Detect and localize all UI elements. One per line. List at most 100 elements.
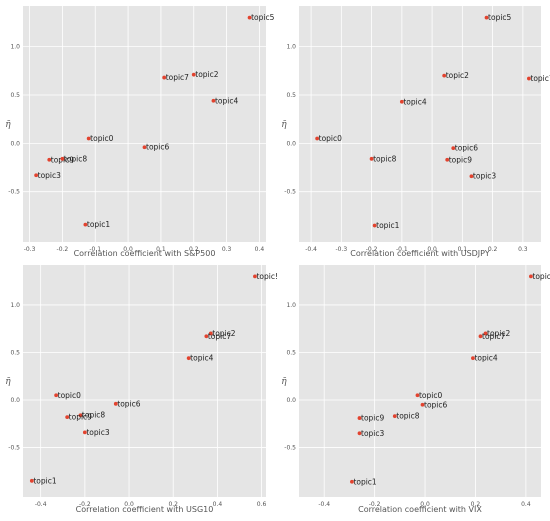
- point-label: topic1: [87, 220, 110, 229]
- point-label: topic2: [487, 329, 510, 338]
- x-tick-label: 0.1: [458, 246, 468, 253]
- data-point: [469, 174, 474, 179]
- x-tick-label: -0.1: [89, 246, 101, 253]
- point-label: topic4: [474, 354, 497, 363]
- point-label: topic9: [449, 155, 472, 164]
- point-label: topic7: [482, 332, 505, 341]
- point-label: topic!: [256, 272, 278, 281]
- y-tick-label: -0.5: [8, 445, 20, 452]
- y-tick-label: 1.0: [10, 44, 20, 51]
- data-point: [420, 402, 425, 407]
- data-point: [478, 334, 483, 339]
- scatter-panel-1: -0.3 -0.2 -0.1 0.0 0.1 0.2 0.3 0.4 -0.5 0.0 0.5 1.0…: [5, 6, 275, 258]
- point-label: topic3: [361, 429, 384, 438]
- point-label: topic4: [215, 96, 238, 105]
- x-tick-label: -0.2: [369, 501, 381, 508]
- point-label: topic8: [396, 412, 419, 421]
- data-point: [357, 431, 362, 436]
- x-tick-label: 0.4: [255, 246, 265, 253]
- data-point: [527, 76, 531, 81]
- x-tick-label: 0.1: [156, 246, 166, 253]
- scatter-panel-4: -0.4 -0.2 0.0 0.2 0.4 -0.5 0.0 0.5 1.0 Correlatio…: [281, 265, 550, 514]
- data-point: [253, 274, 257, 279]
- plot-area: [299, 265, 541, 497]
- data-point: [471, 356, 475, 361]
- data-point: [315, 136, 320, 141]
- plot-area: [299, 6, 541, 242]
- point-label: topic9: [361, 414, 384, 423]
- data-point: [142, 145, 147, 150]
- point-label: topic1: [376, 221, 399, 230]
- point-label: topic7: [166, 73, 189, 82]
- point-label: topic1: [33, 476, 56, 485]
- x-tick-label: -0.4: [305, 246, 317, 253]
- y-axis-label: η̄: [281, 120, 287, 130]
- data-point: [191, 72, 196, 77]
- point-label: topic4: [403, 97, 426, 106]
- point-label: topic6: [146, 143, 169, 152]
- point-label: topic5: [488, 13, 511, 22]
- plot-area: [23, 265, 266, 497]
- x-axis-label: Correlation coefficient with VIX: [358, 505, 482, 514]
- y-tick-label: -0.5: [8, 189, 20, 196]
- data-point: [83, 222, 88, 227]
- y-tick-label: 0.5: [10, 92, 20, 99]
- y-tick-label: 0.0: [286, 140, 296, 147]
- y-tick-label: 0.0: [286, 397, 296, 404]
- data-point: [484, 15, 489, 20]
- data-point: [442, 73, 447, 78]
- data-point: [392, 414, 397, 419]
- y-tick-label: 0.5: [286, 92, 296, 99]
- data-point: [357, 416, 362, 420]
- y-axis-label: η̄: [281, 377, 287, 387]
- point-label: topic8: [82, 411, 105, 420]
- data-point: [162, 75, 167, 80]
- data-point: [204, 334, 209, 339]
- data-point: [86, 136, 91, 141]
- point-label: topic6: [455, 144, 478, 153]
- data-point: [369, 156, 374, 161]
- x-tick-label: 0.3: [518, 246, 528, 253]
- point-label: topic0: [90, 134, 113, 143]
- data-point: [54, 393, 59, 398]
- x-tick-label: 0.2: [189, 246, 199, 253]
- point-label: topic9: [69, 413, 92, 422]
- x-tick-label: 0.2: [471, 501, 481, 508]
- data-point: [350, 479, 354, 484]
- x-axis-label: Correlation coefficient with S&P500: [74, 249, 216, 258]
- x-tick-label: -0.2: [57, 246, 69, 253]
- x-tick-label: 0.0: [124, 501, 134, 508]
- x-tick-label: -0.2: [366, 246, 378, 253]
- y-tick-label: 1.0: [286, 302, 296, 309]
- y-axis-label: η̄: [5, 120, 11, 130]
- x-tick-label: -0.3: [24, 246, 36, 253]
- point-label: topic6: [424, 400, 447, 409]
- data-point: [60, 156, 65, 161]
- data-point: [415, 393, 420, 398]
- x-axis-label: Correlation coefficient with USG10: [76, 505, 214, 514]
- point-label: topic0: [419, 391, 442, 400]
- scatter-panel-3: -0.4 -0.2 0.0 0.2 0.4 0.6 -0.5 0.0 0.5 1.0 Correla…: [5, 265, 278, 514]
- point-label: topic7: [530, 74, 550, 83]
- data-point: [65, 415, 70, 420]
- data-point: [208, 331, 213, 336]
- x-tick-label: 0.2: [488, 246, 498, 253]
- data-point: [372, 223, 377, 228]
- data-point: [78, 413, 83, 418]
- y-tick-label: 1.0: [286, 44, 296, 51]
- point-label: topic4: [190, 354, 213, 363]
- data-point: [483, 331, 488, 336]
- x-tick-label: -0.2: [79, 501, 91, 508]
- y-tick-label: 0.5: [286, 349, 296, 356]
- point-label: topic3: [86, 428, 109, 437]
- plot-area: [23, 6, 266, 242]
- data-point: [247, 15, 252, 20]
- point-label: topic5: [532, 272, 550, 281]
- data-point: [399, 99, 404, 104]
- point-label: topic7: [208, 332, 231, 341]
- y-tick-label: -0.5: [284, 189, 296, 196]
- x-tick-label: 0.4: [213, 501, 223, 508]
- point-label: topic0: [319, 134, 342, 143]
- point-label: topic8: [373, 154, 396, 163]
